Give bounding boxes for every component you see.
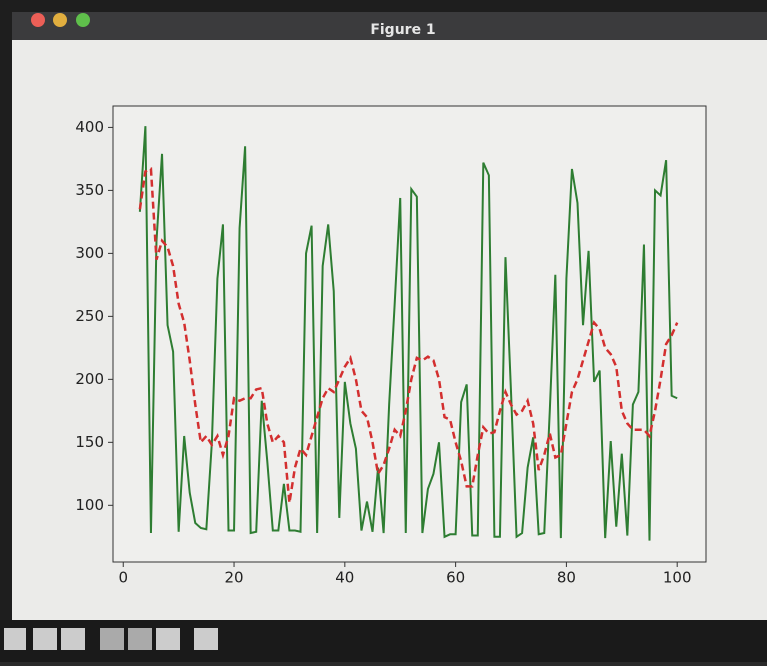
x-tick-label: 40 [335, 569, 354, 587]
y-tick-label: 100 [75, 496, 104, 514]
x-tick-label: 0 [118, 569, 128, 587]
x-tick-label: 60 [446, 569, 465, 587]
close-button[interactable] [31, 13, 45, 27]
screen: Figure 1 100 150 200 250 300 350 400 0 20 40 60 80 1… [0, 0, 767, 662]
x-tick-label: 100 [663, 569, 692, 587]
y-tick-label: 350 [75, 181, 104, 199]
minimize-button[interactable] [53, 13, 67, 27]
save-button[interactable] [194, 628, 218, 650]
window-title: Figure 1 [370, 22, 435, 38]
zoom-rect-button[interactable] [128, 628, 152, 650]
zoom-button[interactable] [76, 13, 90, 27]
forward-button[interactable] [61, 628, 85, 650]
configure-button[interactable] [156, 628, 180, 650]
y-tick-label: 150 [75, 433, 104, 451]
x-tick-label: 20 [224, 569, 243, 587]
y-tick-label: 200 [75, 370, 104, 388]
y-tick-label: 300 [75, 244, 104, 262]
pan-button[interactable] [100, 628, 124, 650]
y-tick-label: 250 [75, 307, 104, 325]
y-tick-label: 400 [75, 118, 104, 136]
home-button[interactable] [4, 628, 26, 650]
back-button[interactable] [33, 628, 57, 650]
x-tick-label: 80 [557, 569, 576, 587]
